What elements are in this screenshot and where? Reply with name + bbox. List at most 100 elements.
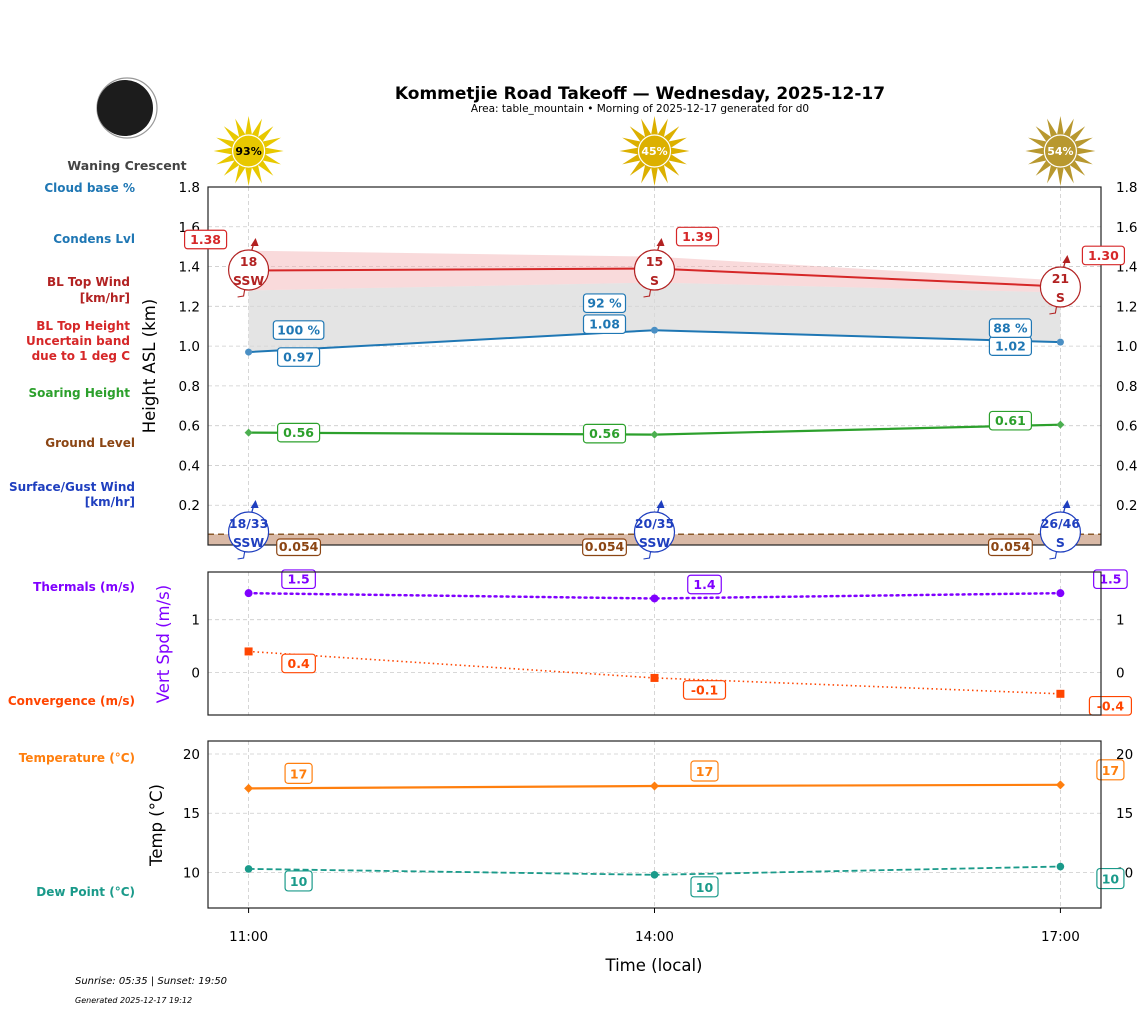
sun-disc — [231, 134, 266, 168]
y-tick-label-right: 0 — [1116, 666, 1125, 682]
wind-arrow-icon — [250, 238, 259, 246]
convergence-point — [1056, 689, 1065, 698]
wind-arrow-icon — [1062, 255, 1071, 263]
bl-top-wind-marker: 18 SSW — [227, 238, 270, 298]
wind-circle — [1039, 266, 1082, 308]
wind-arrow-icon — [656, 500, 665, 508]
y-tick-label-right: 1 — [1116, 613, 1125, 629]
wind-speed: 18/33 — [229, 516, 268, 531]
wind-direction: SSW — [233, 273, 264, 288]
y-tick-label-left: 15 — [183, 806, 200, 822]
data-label-box — [1088, 695, 1133, 716]
y-axis-label-temp: Temp (°C) — [147, 784, 166, 867]
cloud-cover-pct: 93% — [235, 145, 261, 158]
wind-tail — [643, 551, 652, 560]
thermals-point — [1056, 589, 1065, 598]
thermals-label: 1.5 — [1093, 569, 1128, 590]
data-label-box — [582, 423, 627, 444]
y-tick-label-left: 1.2 — [179, 299, 200, 315]
y-tick-label-left: 0 — [191, 666, 200, 682]
convergence-line — [248, 650, 1061, 695]
legend-convergence: Convergence (m/s) — [8, 694, 135, 708]
condens-label: 1.02 — [988, 336, 1033, 356]
data-label-box — [1096, 867, 1125, 890]
y-tick-label-right: 1.8 — [1116, 180, 1137, 196]
cloud-cover-pct: 45% — [641, 145, 667, 158]
dew-point-label: 10 — [1096, 867, 1125, 890]
sun-disc — [637, 134, 672, 168]
data-label-text: 0.054 — [585, 539, 625, 554]
y-tick-label-left: 1.0 — [179, 339, 200, 355]
surface-wind-marker: 18/33 SSW — [227, 500, 270, 560]
data-label-text: 0.4 — [288, 656, 310, 671]
data-label-box — [284, 762, 313, 784]
thermals-point — [650, 594, 659, 603]
surface-wind-marker: 26/46 S — [1039, 500, 1082, 560]
x-tick-label: 14:00 — [635, 929, 674, 945]
data-label-box — [987, 538, 1033, 557]
wind-direction: S — [650, 273, 659, 288]
plot-frame-vertical-speed — [207, 571, 1102, 716]
wind-tail — [237, 289, 246, 298]
data-label-box — [582, 314, 627, 335]
data-label-text: 0.054 — [991, 539, 1031, 554]
data-label-text: 1.08 — [589, 317, 620, 332]
y-tick-label-left: 0.8 — [179, 379, 200, 395]
temperature-point — [650, 781, 659, 791]
convergence-point — [650, 673, 659, 682]
legend-bl-band-note: due to 1 deg C — [32, 349, 131, 363]
wind-arrow-icon — [250, 500, 259, 508]
y-tick-label-left: 0.4 — [179, 458, 200, 474]
chart-subtitle: Area: table_mountain • Morning of 2025-1… — [471, 103, 809, 115]
left-legend: Cloud base % Condens Lvl BL Top Wind [km… — [8, 181, 135, 899]
wind-tail — [643, 289, 652, 298]
legend-temperature: Temperature (°C) — [19, 751, 135, 765]
soaring-point — [244, 428, 253, 437]
data-label-box — [276, 538, 322, 557]
data-label-text: 100 % — [277, 323, 320, 338]
wind-speed: 21 — [1052, 271, 1069, 286]
y-tick-label-right: 1.2 — [1116, 299, 1137, 315]
data-label-text: 17 — [290, 766, 307, 781]
soaring-point — [650, 430, 659, 439]
y-tick-label-right: 0.4 — [1116, 458, 1137, 474]
x-tick-label: 11:00 — [229, 929, 268, 945]
y-axis-label-vert: Vert Spd (m/s) — [154, 585, 173, 703]
data-label-text: 1.5 — [288, 572, 310, 587]
bl-top-label: 1.30 — [1081, 245, 1126, 266]
legend-cloud-base: Cloud base % — [44, 181, 135, 195]
temperature-point — [1055, 780, 1065, 790]
dew-point-point — [650, 871, 659, 879]
legend-bl-height: BL Top Height — [36, 319, 130, 333]
data-label-text: 0.56 — [283, 425, 314, 440]
temperature-label: 17 — [1096, 759, 1125, 781]
cloud-cover-pct: 54% — [1047, 145, 1073, 158]
y-tick-label-left: 0.2 — [179, 498, 200, 514]
ground-level-label: 0.054 — [987, 538, 1033, 557]
data-label-text: 1.30 — [1088, 248, 1119, 263]
y-tick-label-right: 20 — [1116, 747, 1133, 763]
data-label-box — [690, 760, 719, 782]
data-label-text: -0.4 — [1097, 698, 1125, 713]
legend-ground: Ground Level — [45, 436, 135, 450]
data-label-text: 1.5 — [1099, 572, 1121, 587]
bl-top-wind-marker: 15 S — [633, 238, 676, 298]
data-label-box — [690, 876, 719, 898]
data-label-box — [687, 574, 722, 595]
sun-times: Sunrise: 05:35 | Sunset: 19:50 — [75, 976, 227, 987]
data-label-box — [988, 410, 1033, 431]
ground-level-label: 0.054 — [582, 538, 627, 557]
data-label-box — [682, 680, 727, 700]
wind-tail — [1049, 306, 1057, 315]
y-tick-label-left: 0.6 — [179, 419, 200, 435]
data-label-box — [284, 870, 313, 892]
condens-point — [245, 348, 253, 356]
wind-arrow-icon — [656, 238, 665, 246]
sun-disc — [1043, 134, 1078, 168]
data-label-text: 1.02 — [995, 339, 1026, 354]
legend-condens: Condens Lvl — [53, 232, 135, 246]
data-label-box — [276, 347, 321, 367]
thermals-label: 1.4 — [687, 574, 722, 595]
convergence-label: 0.4 — [281, 653, 316, 674]
convergence-label: -0.1 — [682, 680, 727, 700]
